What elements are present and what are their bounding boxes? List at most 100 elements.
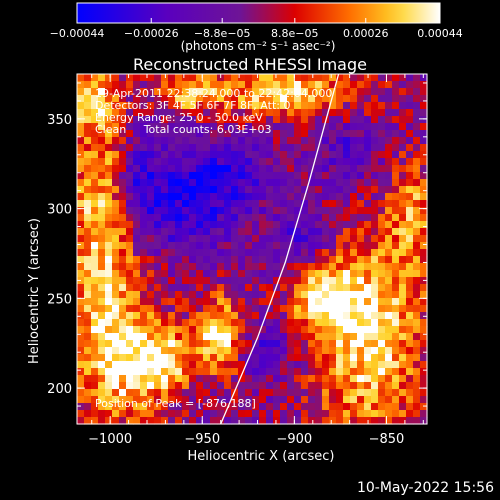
heatmap-cell (154, 389, 162, 397)
heatmap-cell (119, 382, 127, 390)
heatmap-cell (203, 74, 211, 82)
heatmap-cell (84, 403, 92, 411)
heatmap-cell (245, 235, 253, 243)
heatmap-cell (224, 347, 232, 355)
heatmap-cell (343, 193, 351, 201)
heatmap-cell (266, 207, 274, 215)
heatmap-cell (231, 396, 239, 404)
heatmap-cell (406, 291, 414, 299)
heatmap-cell (77, 396, 85, 404)
heatmap-cell (385, 361, 393, 369)
heatmap-cell (413, 319, 421, 327)
heatmap-cell (140, 137, 148, 145)
heatmap-cell (168, 74, 176, 82)
heatmap-cell (273, 109, 281, 117)
heatmap-cell (175, 130, 183, 138)
heatmap-cell (357, 396, 365, 404)
heatmap-cell (252, 172, 260, 180)
heatmap-cell (385, 109, 393, 117)
heatmap-cell (294, 277, 302, 285)
heatmap-cell (224, 396, 232, 404)
heatmap-cell (133, 123, 141, 131)
heatmap-cell (350, 144, 358, 152)
heatmap-cell (210, 207, 218, 215)
heatmap-cell (273, 200, 281, 208)
heatmap-cell (91, 284, 99, 292)
heatmap-cell (175, 137, 183, 145)
heatmap-cell (322, 382, 330, 390)
heatmap-cell (224, 158, 232, 166)
heatmap-cell (98, 361, 106, 369)
heatmap-cell (287, 270, 295, 278)
heatmap-cell (385, 235, 393, 243)
heatmap-cell (203, 137, 211, 145)
heatmap-cell (406, 214, 414, 222)
heatmap-cell (84, 263, 92, 271)
heatmap-cell (322, 368, 330, 376)
heatmap-cell (399, 193, 407, 201)
heatmap-cell (280, 242, 288, 250)
x-tick-label: −850 (369, 432, 405, 447)
heatmap-cell (392, 284, 400, 292)
heatmap-cell (371, 186, 379, 194)
heatmap-cell (105, 200, 113, 208)
heatmap-cell (378, 95, 386, 103)
heatmap-cell (105, 354, 113, 362)
heatmap-cell (238, 347, 246, 355)
heatmap-cell (210, 403, 218, 411)
heatmap-cell (378, 88, 386, 96)
heatmap-cell (399, 228, 407, 236)
heatmap-cell (98, 375, 106, 383)
heatmap-cell (308, 165, 316, 173)
heatmap-cell (378, 200, 386, 208)
heatmap-cell (182, 179, 190, 187)
heatmap-cell (105, 340, 113, 348)
heatmap-cell (126, 165, 134, 173)
heatmap-cell (126, 130, 134, 138)
heatmap-cell (196, 340, 204, 348)
heatmap-cell (224, 172, 232, 180)
heatmap-cell (196, 382, 204, 390)
heatmap-cell (343, 242, 351, 250)
heatmap-cell (196, 242, 204, 250)
heatmap-cell (322, 214, 330, 222)
heatmap-cell (371, 81, 379, 89)
heatmap-cell (84, 389, 92, 397)
heatmap-cell (154, 263, 162, 271)
heatmap-cell (105, 109, 113, 117)
heatmap-cell (315, 186, 323, 194)
heatmap-cell (420, 88, 428, 96)
heatmap-cell (182, 249, 190, 257)
heatmap-cell (420, 193, 428, 201)
heatmap-cell (196, 284, 204, 292)
heatmap-cell (266, 137, 274, 145)
heatmap-cell (322, 95, 330, 103)
heatmap-cell (287, 123, 295, 131)
heatmap-cell (105, 347, 113, 355)
heatmap-cell (238, 410, 246, 418)
heatmap-cell (140, 95, 148, 103)
heatmap-cell (378, 179, 386, 187)
heatmap-cell (343, 263, 351, 271)
heatmap-cell (175, 81, 183, 89)
heatmap-cell (217, 277, 225, 285)
heatmap-cell (322, 235, 330, 243)
heatmap-cell (329, 340, 337, 348)
heatmap-cell (245, 298, 253, 306)
heatmap-cell (252, 410, 260, 418)
heatmap-cell (203, 81, 211, 89)
heatmap-cell (147, 221, 155, 229)
heatmap-cell (280, 284, 288, 292)
heatmap-cell (147, 193, 155, 201)
heatmap-cell (112, 312, 120, 320)
heatmap-cell (378, 354, 386, 362)
heatmap-cell (357, 186, 365, 194)
heatmap-cell (105, 116, 113, 124)
heatmap-cell (287, 312, 295, 320)
heatmap-cell (238, 284, 246, 292)
heatmap-cell (140, 270, 148, 278)
heatmap-cell (420, 137, 428, 145)
heatmap-cell (406, 144, 414, 152)
heatmap-cell (154, 102, 162, 110)
heatmap-cell (357, 137, 365, 145)
